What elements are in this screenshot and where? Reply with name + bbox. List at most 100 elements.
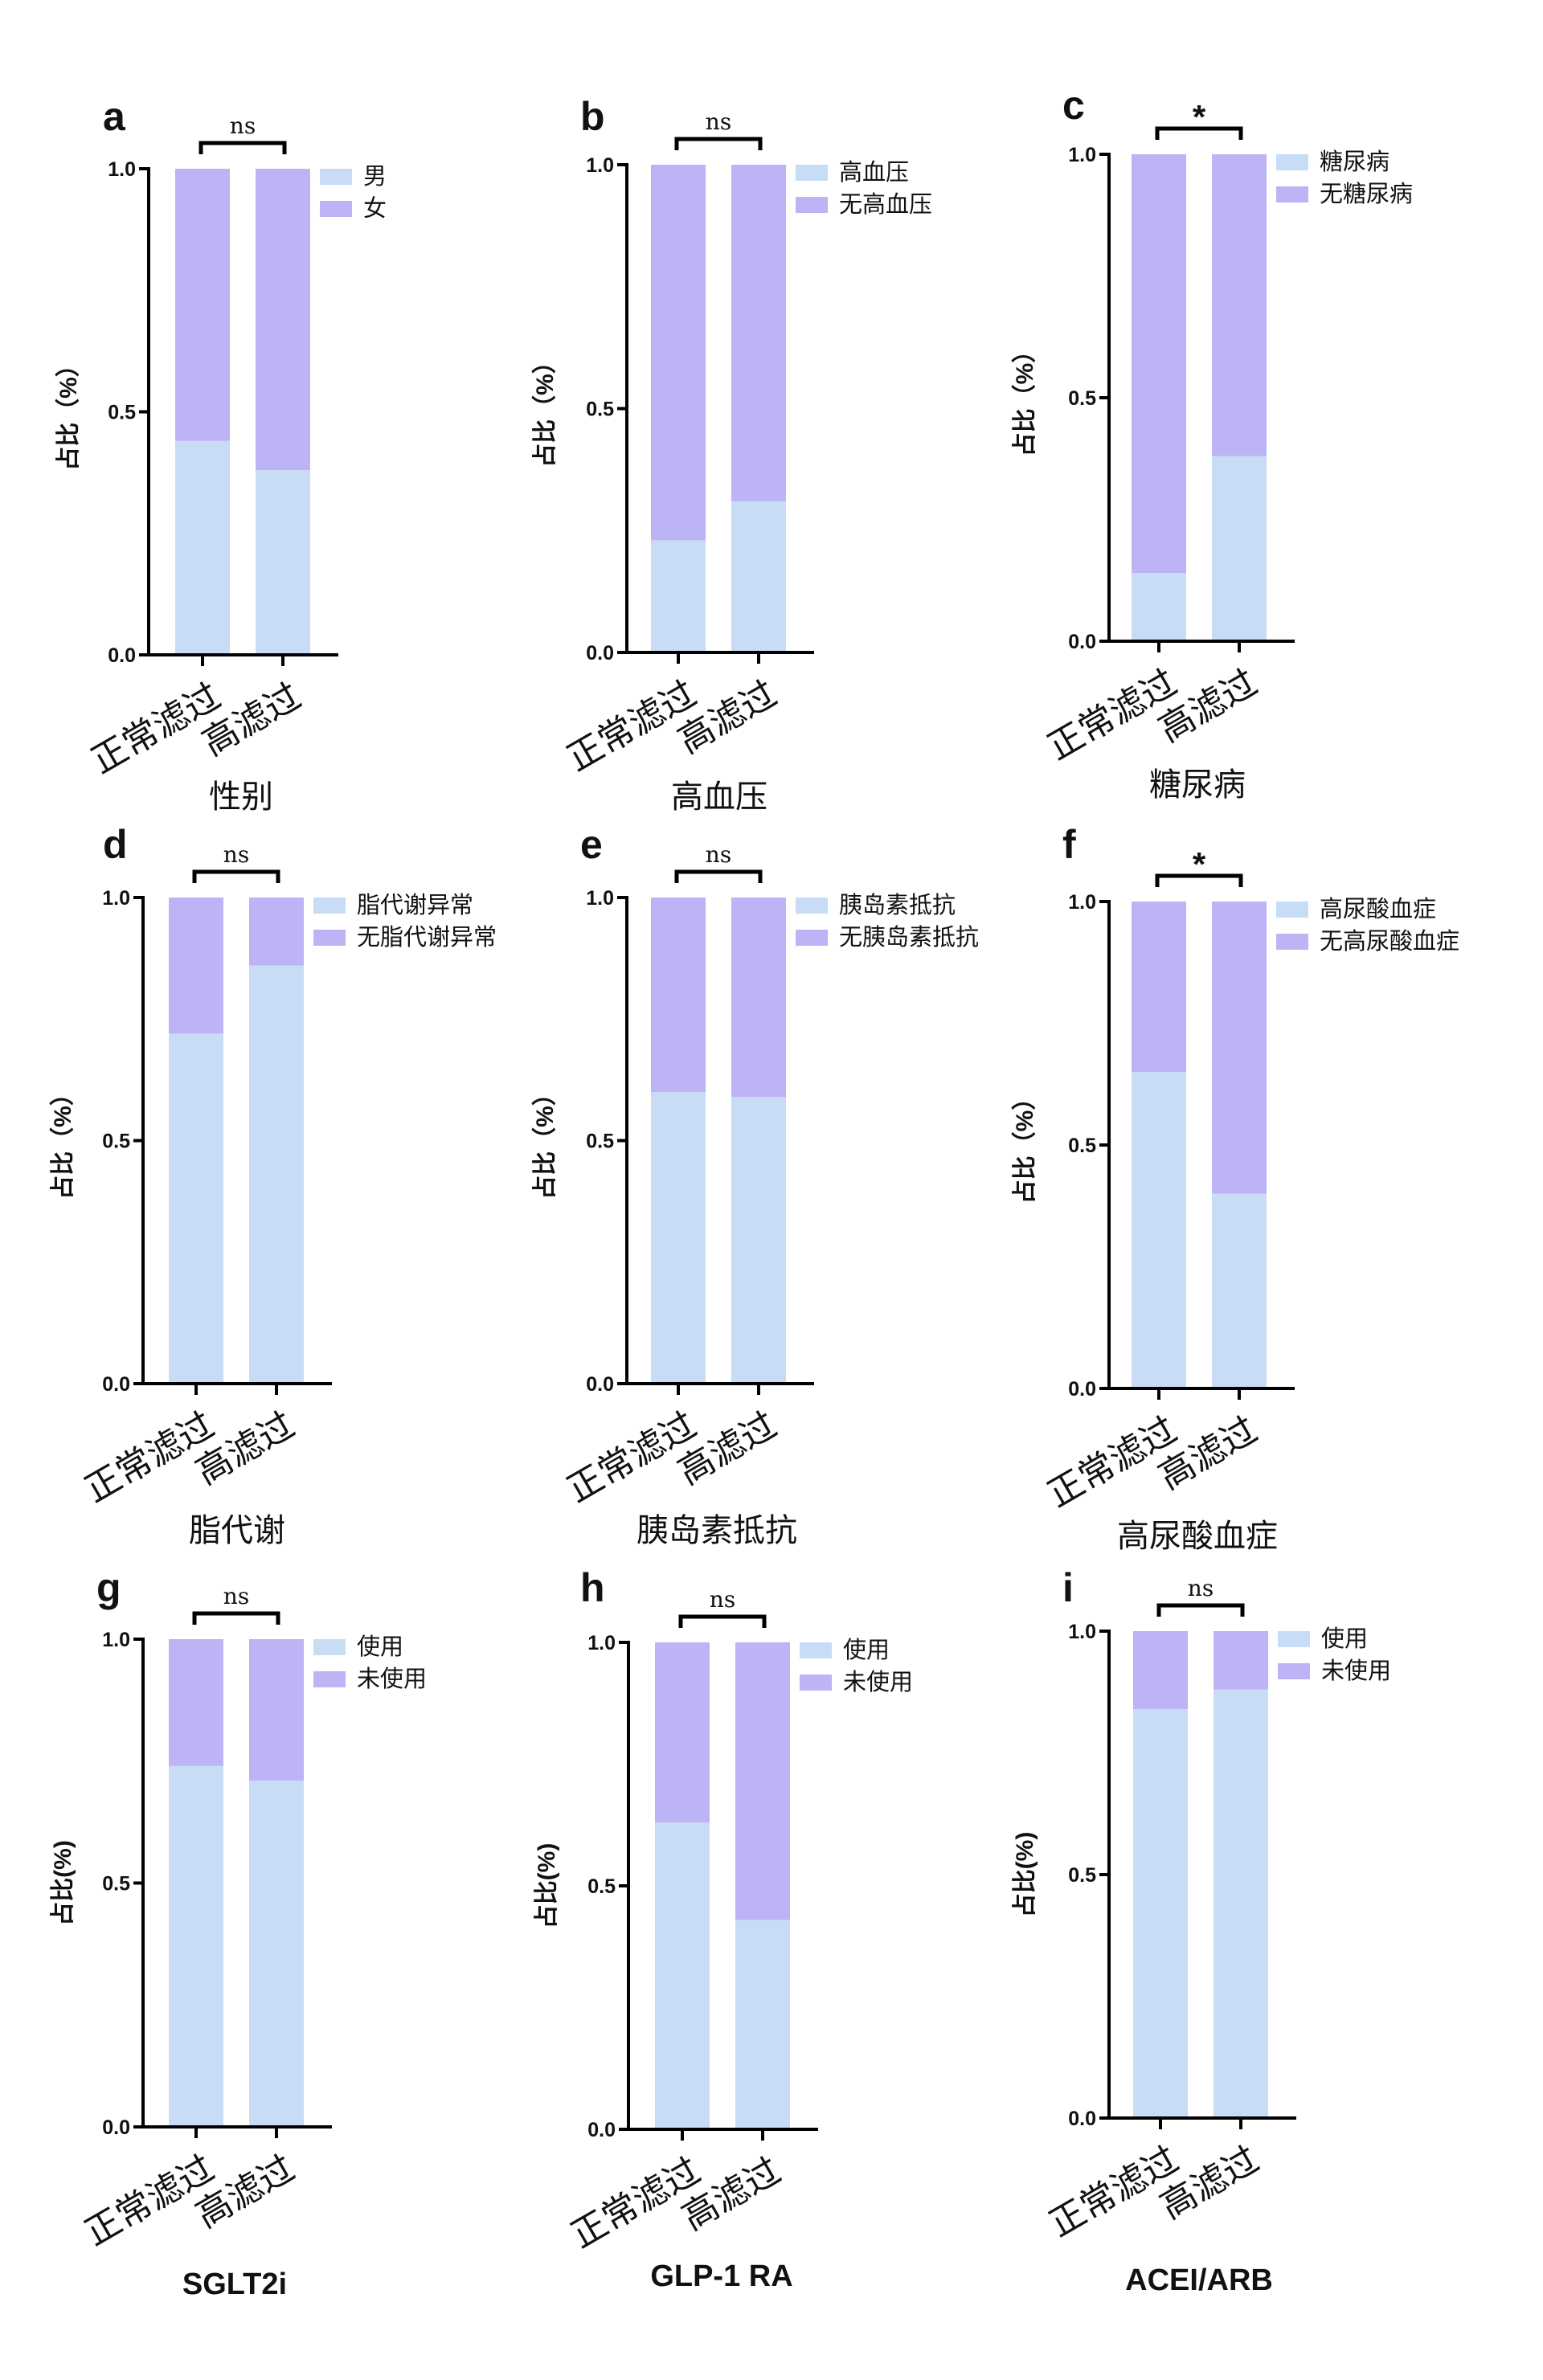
bar-segment bbox=[175, 440, 230, 655]
y-tick-label: 0.0 bbox=[587, 2119, 616, 2141]
significance-bracket bbox=[674, 137, 763, 150]
bar-segment bbox=[1132, 902, 1186, 1073]
bar-segment bbox=[256, 169, 310, 471]
legend-label: 脂代谢异常 bbox=[357, 891, 473, 918]
bar-segment bbox=[735, 1642, 790, 1920]
y-tick-label: 1.0 bbox=[586, 887, 614, 910]
y-tick-label: 0.5 bbox=[102, 1873, 130, 1895]
y-tick-label: 0.0 bbox=[586, 642, 614, 665]
legend-swatch bbox=[1276, 186, 1308, 202]
significance-bracket bbox=[678, 1614, 767, 1628]
legend-swatch bbox=[800, 1642, 832, 1658]
bar-segment bbox=[256, 470, 310, 655]
legend-label: 使用 bbox=[357, 1633, 403, 1660]
legend-label: 无糖尿病 bbox=[1320, 180, 1413, 207]
y-tick-label: 0.5 bbox=[1068, 1135, 1096, 1157]
legend-swatch bbox=[313, 898, 346, 914]
panel-letter: b bbox=[580, 94, 605, 139]
y-tick-label: 0.0 bbox=[1068, 1378, 1096, 1401]
legend-label: 男 bbox=[363, 162, 387, 190]
chart-title: 脂代谢 bbox=[189, 1512, 285, 1549]
y-axis-label: 占比（%） bbox=[1011, 339, 1038, 457]
legend-label: 无胰岛素抵抗 bbox=[839, 923, 979, 951]
significance-bracket bbox=[674, 869, 763, 883]
y-tick-label: 1.0 bbox=[102, 887, 130, 910]
bar-segment bbox=[1132, 154, 1186, 574]
legend-swatch bbox=[800, 1675, 832, 1691]
panel-letter: c bbox=[1062, 83, 1085, 128]
bar-segment bbox=[249, 1781, 304, 2127]
legend-swatch bbox=[1276, 902, 1308, 918]
panel-letter: g bbox=[96, 1565, 121, 1610]
chart-title: 高血压 bbox=[671, 779, 767, 816]
bar-segment bbox=[169, 1033, 223, 1384]
panel-letter: f bbox=[1062, 822, 1076, 867]
y-tick-label: 1.0 bbox=[102, 1629, 130, 1651]
y-tick-label: 0.0 bbox=[1068, 2108, 1096, 2130]
significance-label: ns bbox=[230, 112, 256, 139]
legend-swatch bbox=[796, 197, 828, 213]
bar-segment bbox=[1133, 1708, 1188, 2118]
legend-swatch bbox=[313, 1671, 346, 1687]
legend-swatch bbox=[796, 165, 828, 181]
bar-segment bbox=[249, 965, 304, 1384]
y-tick-label: 0.5 bbox=[586, 1131, 614, 1153]
y-axis-label: 占比(%) bbox=[534, 1843, 560, 1929]
bar-segment bbox=[651, 1092, 706, 1384]
legend-swatch bbox=[796, 898, 828, 914]
significance-label: ns bbox=[706, 108, 731, 135]
panel-letter: d bbox=[103, 822, 128, 867]
bar-segment bbox=[1132, 1072, 1186, 1388]
panel-letter: h bbox=[580, 1565, 605, 1610]
chart-title: 糖尿病 bbox=[1149, 767, 1246, 804]
y-tick-label: 0.5 bbox=[586, 399, 614, 421]
chart-title: 高尿酸血症 bbox=[1117, 1518, 1278, 1555]
legend-label: 未使用 bbox=[843, 1668, 913, 1695]
bar-segment bbox=[651, 898, 706, 1092]
bar-segment bbox=[731, 165, 786, 501]
legend-swatch bbox=[313, 1639, 346, 1655]
bar-segment bbox=[1133, 1631, 1188, 1709]
legend-swatch bbox=[1276, 154, 1308, 170]
bar-segment bbox=[249, 898, 304, 966]
y-tick-label: 1.0 bbox=[586, 154, 614, 177]
bar-segment bbox=[1132, 573, 1186, 641]
bar-segment bbox=[1212, 456, 1267, 641]
y-tick-label: 0.5 bbox=[102, 1131, 130, 1153]
y-axis-label: 占比（%） bbox=[55, 353, 82, 471]
y-tick-label: 0.5 bbox=[587, 1875, 616, 1898]
bar-segment bbox=[169, 1765, 223, 2127]
y-axis-label: 占比（%） bbox=[1011, 1086, 1038, 1204]
chart-title: 性别 bbox=[209, 779, 273, 816]
y-tick-label: 1.0 bbox=[1068, 144, 1096, 166]
legend-label: 无脂代谢异常 bbox=[357, 923, 497, 951]
legend-swatch bbox=[1278, 1631, 1310, 1647]
y-tick-label: 0.0 bbox=[1068, 631, 1096, 653]
y-tick-label: 1.0 bbox=[1068, 891, 1096, 914]
bar-segment bbox=[1212, 154, 1267, 456]
legend-label: 使用 bbox=[1321, 1625, 1368, 1652]
bar-segment bbox=[169, 1639, 223, 1766]
significance-bracket bbox=[192, 1611, 280, 1625]
significance-bracket bbox=[192, 869, 280, 883]
bar-segment bbox=[731, 1097, 786, 1384]
legend-label: 未使用 bbox=[357, 1665, 427, 1692]
y-axis-label: 占比（%） bbox=[531, 350, 559, 468]
significance-label: ns bbox=[710, 1586, 735, 1613]
bar-segment bbox=[731, 501, 786, 652]
significance-label: * bbox=[1193, 845, 1206, 883]
y-tick-label: 1.0 bbox=[587, 1632, 616, 1654]
significance-label: ns bbox=[223, 1583, 249, 1609]
legend-label: 高尿酸血症 bbox=[1320, 895, 1436, 922]
significance-bracket bbox=[1155, 873, 1243, 887]
significance-label: ns bbox=[223, 841, 249, 868]
chart-title: SGLT2i bbox=[182, 2268, 287, 2301]
